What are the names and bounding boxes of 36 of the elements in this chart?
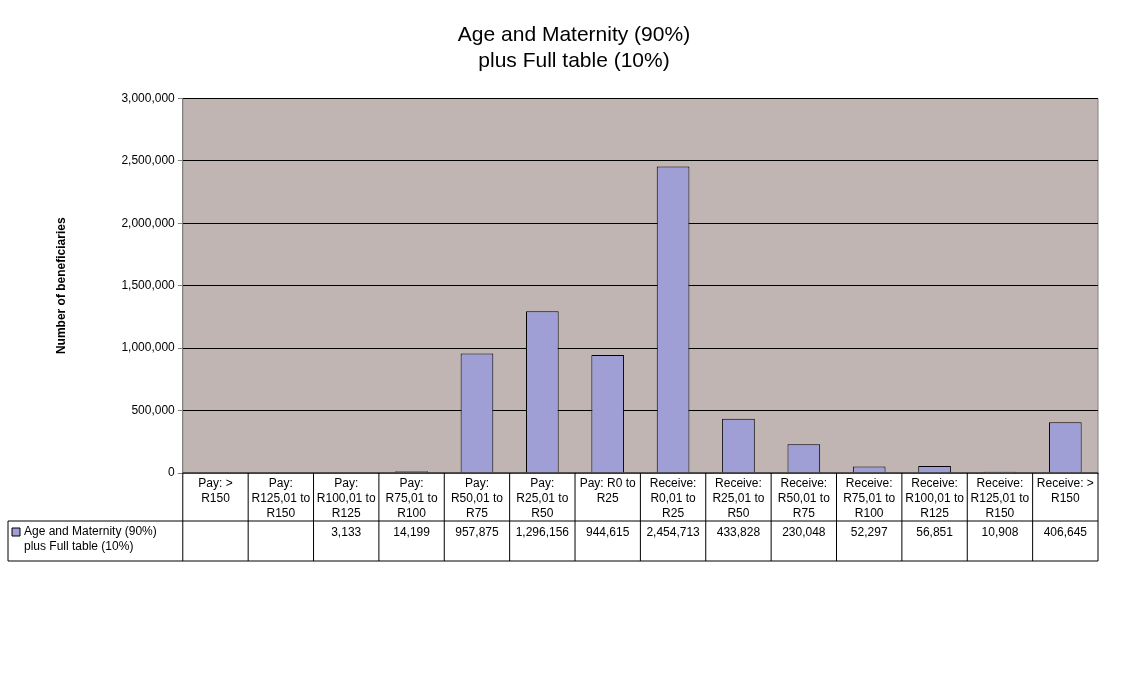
x-tick-label: Receive: R50,01 to R75 bbox=[777, 476, 831, 521]
x-tick-label: Receive: R125,01 to R150 bbox=[970, 476, 1030, 521]
x-tick-label: Receive: R75,01 to R100 bbox=[843, 476, 896, 521]
data-label: 944,615 bbox=[586, 525, 630, 540]
y-axis-title: Number of beneficiaries bbox=[53, 217, 68, 355]
data-label: 957,875 bbox=[455, 525, 499, 540]
y-tick-label: 1,000,000 bbox=[121, 340, 176, 355]
data-label: 406,645 bbox=[1043, 525, 1088, 540]
data-label: 52,297 bbox=[850, 525, 888, 540]
y-tick-label: 1,500,000 bbox=[121, 278, 176, 293]
chart-title: Age and Maternity (90%) plus Full table (10%) bbox=[457, 21, 691, 72]
data-label: 10,908 bbox=[981, 525, 1019, 540]
data-label: 3,133 bbox=[331, 525, 362, 540]
y-tick-label: 0 bbox=[168, 465, 176, 480]
x-tick-label: Receive: R0,01 to R25 bbox=[649, 476, 697, 521]
x-tick-label: Pay: R50,01 to R75 bbox=[450, 476, 504, 521]
y-tick-label: 2,500,000 bbox=[121, 153, 176, 168]
data-label: 1,296,156 bbox=[515, 525, 570, 540]
x-tick-label: Pay: R25,01 to R50 bbox=[516, 476, 569, 521]
x-tick-label: Pay: R125,01 to R150 bbox=[251, 476, 311, 521]
x-tick-label: Receive: R25,01 to R50 bbox=[712, 476, 765, 521]
x-tick-label: Receive: > R150 bbox=[1036, 476, 1094, 506]
x-tick-label: Pay: R100,01 to R125 bbox=[316, 476, 376, 521]
y-tick-label: 3,000,000 bbox=[121, 90, 176, 105]
x-tick-label: Pay: R75,01 to R100 bbox=[385, 476, 438, 521]
y-tick-label: 2,000,000 bbox=[121, 215, 176, 230]
data-label: 2,454,713 bbox=[646, 525, 701, 540]
legend-label: Age and Maternity (90%) plus Full table (10%) bbox=[24, 524, 157, 554]
data-label: 230,048 bbox=[782, 525, 826, 540]
x-tick-label: Pay: R0 to R25 bbox=[579, 476, 637, 506]
data-label: 56,851 bbox=[916, 525, 954, 540]
y-tick-label: 500,000 bbox=[131, 402, 176, 417]
data-label: 14,199 bbox=[393, 525, 431, 540]
data-label: 433,828 bbox=[716, 525, 761, 540]
x-tick-label: Receive: R100,01 to R125 bbox=[905, 476, 965, 521]
x-tick-label: Pay: > R150 bbox=[198, 476, 233, 506]
